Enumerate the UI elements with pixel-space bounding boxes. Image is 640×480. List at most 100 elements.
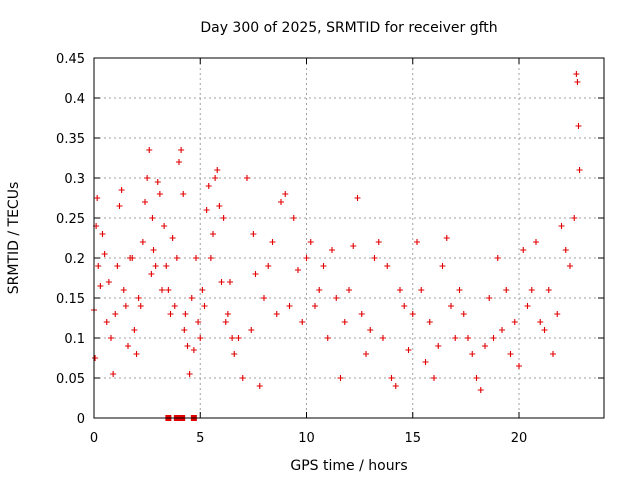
data-point	[235, 335, 242, 341]
data-point	[528, 287, 535, 293]
data-point	[210, 231, 216, 237]
data-point	[181, 327, 188, 333]
data-point	[214, 167, 221, 173]
data-point	[239, 375, 246, 381]
data-point	[269, 239, 276, 245]
data-point	[303, 255, 310, 261]
data-point	[118, 187, 125, 193]
data-point	[456, 287, 463, 293]
data-point	[176, 159, 182, 165]
data-point	[207, 255, 214, 261]
data-point	[520, 247, 527, 253]
chart-title: Day 300 of 2025, SRMTID for receiver gft…	[200, 20, 497, 36]
data-point	[358, 311, 365, 317]
data-point	[324, 335, 331, 341]
data-point	[188, 295, 195, 301]
data-point	[94, 195, 101, 201]
data-point	[431, 375, 437, 381]
data-point	[125, 343, 131, 349]
data-point	[384, 263, 391, 269]
data-point	[460, 311, 467, 317]
data-point	[346, 287, 352, 293]
data-point	[203, 207, 210, 213]
data-point	[144, 175, 151, 181]
data-point	[256, 383, 263, 389]
data-point	[465, 335, 471, 341]
data-point	[197, 335, 204, 341]
data-point	[148, 271, 155, 277]
data-point	[418, 287, 425, 293]
data-point	[171, 303, 178, 309]
data-point	[503, 287, 510, 293]
data-point	[129, 255, 136, 261]
data-point	[212, 175, 219, 181]
data-point	[167, 311, 174, 317]
y-tick-label: 0.1	[64, 332, 85, 347]
y-tick-label: 0.05	[56, 372, 85, 387]
data-point	[282, 191, 289, 197]
data-point	[173, 255, 180, 261]
data-point	[507, 351, 514, 357]
data-point	[499, 327, 505, 333]
data-point	[312, 303, 318, 309]
data-point	[250, 231, 257, 237]
data-point	[558, 223, 565, 229]
data-point	[150, 247, 157, 253]
data-point	[101, 251, 108, 257]
data-point	[218, 279, 225, 285]
data-point	[163, 263, 170, 269]
plot-frame	[93, 57, 605, 419]
data-point	[229, 335, 236, 341]
data-point	[169, 235, 176, 241]
data-point	[486, 295, 493, 301]
data-point	[533, 239, 539, 245]
data-point	[329, 247, 335, 253]
data-point	[216, 203, 223, 209]
data-point	[397, 287, 403, 293]
data-point	[92, 355, 99, 361]
data-point	[146, 147, 153, 153]
data-point	[575, 123, 582, 129]
data-point	[139, 239, 146, 245]
data-point	[469, 351, 476, 357]
data-point	[142, 199, 148, 205]
data-point	[320, 263, 327, 269]
data-point	[165, 287, 172, 293]
data-point	[286, 303, 293, 309]
data-point	[184, 343, 191, 349]
data-point	[452, 335, 459, 341]
data-point	[367, 327, 374, 333]
data-point	[112, 311, 119, 317]
data-point	[120, 287, 127, 293]
data-point	[392, 383, 399, 389]
y-tick-label: 0.15	[56, 292, 85, 307]
x-tick-label: 5	[196, 431, 204, 446]
data-point	[227, 279, 233, 285]
data-point	[375, 239, 382, 245]
data-point	[537, 319, 544, 325]
data-point	[244, 175, 250, 181]
data-point	[152, 263, 159, 269]
grid	[94, 58, 604, 418]
x-tick-label: 15	[404, 431, 421, 446]
y-tick-label: 0.2	[64, 252, 85, 267]
data-point	[190, 347, 197, 353]
data-point	[105, 279, 112, 285]
data-point	[473, 375, 480, 381]
data-point	[401, 303, 408, 309]
data-point	[131, 327, 138, 333]
data-point	[201, 303, 208, 309]
data-point	[550, 351, 556, 357]
data-point	[224, 311, 231, 317]
data-point	[290, 215, 297, 221]
data-point	[149, 215, 156, 221]
data-point	[516, 363, 522, 369]
data-point	[99, 231, 106, 237]
data-point	[341, 319, 348, 325]
data-point	[567, 263, 573, 269]
data-point	[95, 263, 102, 269]
data-point	[414, 239, 420, 245]
data-point	[180, 191, 187, 197]
y-tick-label: 0.45	[56, 52, 85, 67]
data-point	[448, 303, 454, 309]
